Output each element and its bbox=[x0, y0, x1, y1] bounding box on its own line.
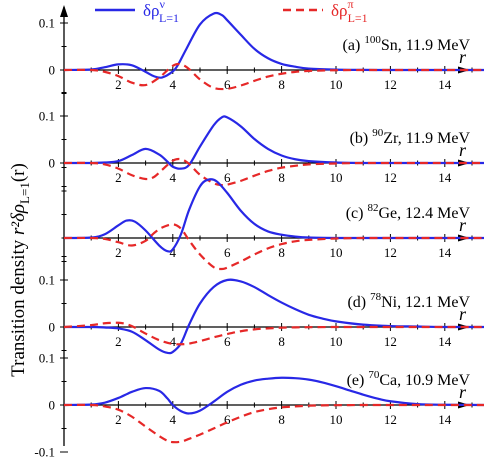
x-tick-label: 4 bbox=[170, 334, 177, 349]
x-tick-label: 14 bbox=[438, 412, 452, 427]
x-tick-label: 2 bbox=[115, 245, 122, 260]
x-axis-label: r bbox=[459, 140, 467, 160]
x-tick-label: 12 bbox=[384, 245, 397, 260]
series-neutron-curve bbox=[63, 278, 484, 355]
x-tick-label: 10 bbox=[330, 412, 343, 427]
x-tick-label: 14 bbox=[438, 170, 452, 185]
x-tick-label: 6 bbox=[224, 334, 231, 349]
x-tick-label: 12 bbox=[384, 77, 397, 92]
x-tick-label: 8 bbox=[278, 412, 285, 427]
panel-sn: 2 4 6 8 10 12 14 0 0.1 r(a) 100Sn, 11.9 MeV bbox=[39, 11, 484, 94]
x-tick-label: 4 bbox=[170, 245, 177, 260]
panel-label: (c) 82Ge, 12.4 MeV bbox=[346, 202, 471, 222]
panel-ni: 2 4 6 8 10 12 14 0 0.1 r(d) 78Ni, 12.1 MeV bbox=[39, 256, 484, 355]
y-tick-label: 0.1 bbox=[39, 273, 55, 288]
x-tick-label: 14 bbox=[438, 334, 452, 349]
x-tick-label: 4 bbox=[170, 77, 177, 92]
panel-label: (d) 78Ni, 12.1 MeV bbox=[347, 291, 470, 311]
x-tick-label: 6 bbox=[224, 412, 231, 427]
x-tick-label: 12 bbox=[384, 334, 397, 349]
y-tick-label: 0.1 bbox=[39, 109, 55, 124]
series-proton-curve bbox=[63, 62, 484, 91]
panel-label: (b) 90Zr, 11.9 MeV bbox=[350, 127, 471, 147]
x-tick-label: 6 bbox=[224, 170, 231, 185]
x-tick-label: 6 bbox=[224, 77, 231, 92]
x-axis-label: r bbox=[459, 304, 467, 324]
panel-label: (a) 100Sn, 11.9 MeV bbox=[343, 34, 471, 54]
x-axis-label: r bbox=[459, 215, 467, 235]
x-tick-label: 12 bbox=[384, 170, 397, 185]
y-tick-label: 0 bbox=[49, 398, 56, 413]
y-tick-label: 0 bbox=[49, 320, 56, 335]
y-axis-label: Transition density r²δρL=1(r) bbox=[8, 163, 32, 377]
x-axis-label: r bbox=[459, 47, 467, 67]
x-tick-label: 10 bbox=[330, 245, 343, 260]
series-neutron-curve bbox=[63, 376, 484, 415]
x-tick-label: 8 bbox=[278, 334, 285, 349]
panel-ge: 2 4 6 8 10 12 14 r(c) 82Ge, 12.4 MeV bbox=[61, 167, 484, 271]
series-neutron-curve bbox=[63, 11, 484, 79]
y-axis-arrow bbox=[60, 5, 68, 17]
x-tick-label: 10 bbox=[330, 77, 343, 92]
legend-entry: δρν L=1 bbox=[143, 0, 179, 25]
x-tick-label: 10 bbox=[330, 170, 343, 185]
x-tick-label: 4 bbox=[170, 170, 177, 185]
x-tick-label: 12 bbox=[384, 412, 397, 427]
panel-label: (e) 70Ca, 10.9 MeV bbox=[347, 369, 471, 389]
series-proton-curve bbox=[63, 321, 484, 346]
y-tick-label: 0 bbox=[49, 63, 56, 78]
x-tick-label: 8 bbox=[278, 77, 285, 92]
x-tick-label: 14 bbox=[438, 77, 452, 92]
y-tick-label: -0.1 bbox=[34, 445, 55, 460]
series-proton-curve bbox=[63, 223, 484, 271]
y-tick-label: 0.1 bbox=[39, 351, 55, 366]
x-tick-label: 6 bbox=[224, 245, 231, 260]
y-tick-label: 0 bbox=[49, 156, 56, 171]
series-proton-curve bbox=[63, 403, 484, 444]
x-tick-label: 14 bbox=[438, 245, 452, 260]
panel-zr: 2 4 6 8 10 12 14 0 0.1 r(b) 90Zr, 11.9 MeV bbox=[39, 92, 484, 187]
x-tick-label: 8 bbox=[278, 245, 285, 260]
x-tick-label: 2 bbox=[115, 77, 122, 92]
panel-ca: 2 4 6 8 10 12 14 -0.1 0 0.1 r(e) 70Ca, 10.9 MeV bbox=[34, 351, 484, 460]
x-tick-label: 8 bbox=[278, 170, 285, 185]
y-tick-label: 0.1 bbox=[39, 16, 55, 31]
legend-entry: δρπ L=1 bbox=[331, 0, 368, 25]
legend: δρν L=1 δρπ L=1 bbox=[95, 0, 368, 25]
x-tick-label: 4 bbox=[170, 412, 177, 427]
x-tick-label: 2 bbox=[115, 412, 122, 427]
x-tick-label: 2 bbox=[115, 334, 122, 349]
x-tick-label: 2 bbox=[115, 170, 122, 185]
x-axis-label: r bbox=[459, 382, 467, 402]
x-tick-label: 10 bbox=[330, 334, 343, 349]
